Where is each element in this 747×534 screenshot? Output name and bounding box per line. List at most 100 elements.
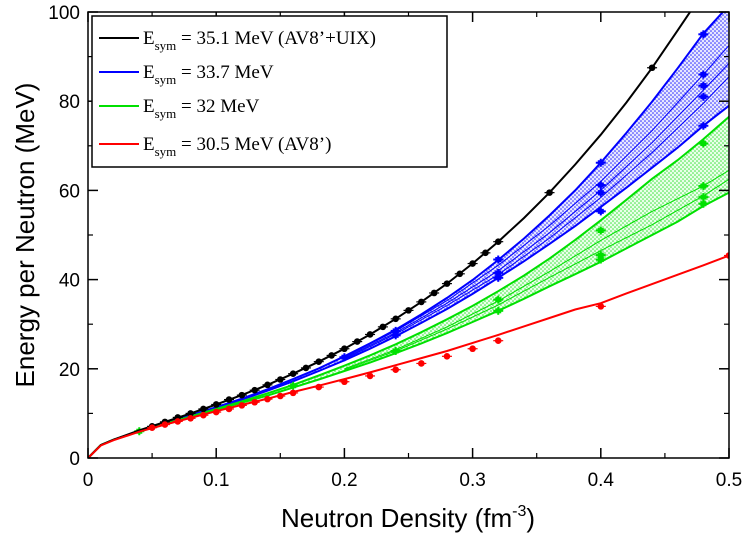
x-tick-label: 0.2 bbox=[331, 470, 357, 491]
data-marker-green-4 bbox=[493, 306, 504, 315]
data-marker-green-2 bbox=[390, 346, 401, 355]
data-marker-blue-10 bbox=[698, 30, 709, 39]
data-point-red-21 bbox=[725, 252, 729, 259]
y-tick-label: 100 bbox=[48, 3, 80, 24]
data-point-black-16 bbox=[353, 338, 361, 345]
legend-label-av8-uix: Esym = 35.1 MeV (AV8’+UIX) bbox=[143, 28, 376, 53]
legend-box bbox=[91, 15, 448, 168]
marker-box bbox=[495, 308, 502, 314]
data-marker-blue-6 bbox=[595, 158, 606, 167]
data-point-red-12 bbox=[315, 383, 323, 391]
marker-box bbox=[597, 228, 604, 234]
data-point-black-15 bbox=[341, 345, 348, 353]
band-inner-line-blue-0 bbox=[344, 45, 729, 358]
data-point-black-10 bbox=[277, 376, 284, 383]
marker-box bbox=[495, 275, 502, 281]
data-point-black-24 bbox=[456, 270, 464, 278]
data-marker-blue-9 bbox=[595, 207, 606, 216]
data-point-black-18 bbox=[379, 323, 387, 331]
data-marker-blue-11 bbox=[698, 70, 709, 79]
data-marker-green-8 bbox=[698, 139, 709, 148]
legend-label-esym-32: Esym = 32 MeV bbox=[143, 96, 260, 121]
data-marker-blue-0 bbox=[339, 353, 350, 362]
x-tick-label: 0.4 bbox=[588, 470, 615, 491]
data-point-black-8 bbox=[251, 386, 258, 394]
data-point-black-25 bbox=[469, 260, 476, 267]
data-point-red-2 bbox=[174, 418, 182, 425]
legend-label-esym-33-7: Esym = 33.7 MeV bbox=[143, 62, 274, 87]
marker-box bbox=[700, 94, 707, 100]
y-axis-title: Energy per Neutron (MeV) bbox=[10, 83, 40, 388]
band-inner-line-green-1 bbox=[344, 178, 729, 371]
data-point-red-16 bbox=[418, 360, 425, 367]
marker-box bbox=[597, 252, 604, 258]
data-marker-blue-3 bbox=[493, 255, 504, 264]
data-point-black-5 bbox=[212, 401, 220, 408]
data-point-black-11 bbox=[289, 370, 297, 378]
data-point-black-22 bbox=[430, 289, 438, 297]
axes: 0 0.1 0.2 0.3 0.4 0.5 0 20 40 60 80 100 bbox=[48, 3, 742, 491]
data-point-black-6 bbox=[225, 396, 233, 403]
band-inner-line-green-0 bbox=[344, 169, 729, 370]
marker-box bbox=[392, 332, 399, 338]
data-point-red-0 bbox=[148, 424, 156, 431]
data-marker-blue-12 bbox=[698, 81, 709, 90]
data-point-red-11 bbox=[289, 389, 297, 397]
data-point-red-18 bbox=[469, 345, 476, 353]
data-marker-green-7 bbox=[595, 255, 606, 264]
marker-box bbox=[700, 183, 707, 189]
legend: Esym = 35.1 MeV (AV8’+UIX) Esym = 33.7 M… bbox=[91, 15, 448, 168]
data-point-red-1 bbox=[161, 421, 169, 428]
data-marker-green-9 bbox=[698, 181, 709, 190]
marker-box bbox=[341, 354, 348, 360]
marker-box bbox=[597, 208, 604, 214]
curve-red bbox=[88, 254, 729, 458]
data-point-red-15 bbox=[392, 366, 399, 373]
data-point-black-20 bbox=[405, 307, 412, 314]
data-marker-blue-7 bbox=[595, 181, 606, 190]
marker-box bbox=[700, 194, 707, 200]
y-tick-label: 60 bbox=[59, 181, 80, 202]
y-tick-label: 20 bbox=[59, 360, 80, 381]
data-marker-blue-14 bbox=[698, 121, 709, 130]
marker-box bbox=[597, 160, 604, 166]
data-point-red-6 bbox=[225, 405, 233, 413]
marker-box bbox=[495, 257, 502, 263]
marker-box bbox=[700, 71, 707, 77]
x-tick-label: 0 bbox=[83, 470, 94, 491]
data-point-red-7 bbox=[238, 402, 246, 409]
y-tick-label: 80 bbox=[59, 92, 80, 113]
x-tick-label: 0.1 bbox=[203, 470, 229, 491]
data-point-black-4 bbox=[200, 405, 207, 413]
data-point-black-3 bbox=[187, 410, 194, 417]
data-point-red-10 bbox=[277, 392, 284, 400]
data-point-black-28 bbox=[546, 189, 553, 196]
marker-box bbox=[597, 190, 604, 196]
data-point-red-14 bbox=[366, 372, 374, 380]
marker-box bbox=[700, 123, 707, 129]
data-point-black-17 bbox=[366, 331, 374, 338]
band-inner-line-blue-1 bbox=[344, 62, 729, 359]
data-point-black-19 bbox=[392, 315, 399, 323]
data-point-red-13 bbox=[341, 378, 348, 386]
data-point-red-5 bbox=[212, 408, 220, 416]
marker-box bbox=[597, 257, 604, 263]
y-tick-label: 0 bbox=[69, 449, 80, 470]
data-marker-blue-2 bbox=[390, 331, 401, 340]
data-point-red-8 bbox=[251, 398, 258, 406]
legend-label-av8: Esym = 30.5 MeV (AV8’) bbox=[143, 134, 331, 159]
data-marker-green-1 bbox=[288, 381, 299, 390]
marker-box bbox=[597, 182, 604, 188]
data-point-black-29 bbox=[648, 64, 656, 72]
data-point-black-9 bbox=[264, 381, 271, 389]
x-tick-label: 0.3 bbox=[459, 470, 485, 491]
data-point-red-4 bbox=[200, 411, 207, 419]
data-marker-green-10 bbox=[698, 193, 709, 202]
marker-box bbox=[495, 297, 502, 303]
marker-box bbox=[392, 328, 399, 334]
data-marker-green-3 bbox=[493, 295, 504, 304]
data-point-red-20 bbox=[597, 303, 605, 310]
data-marker-green-5 bbox=[595, 226, 606, 235]
data-marker-green-11 bbox=[698, 199, 709, 208]
